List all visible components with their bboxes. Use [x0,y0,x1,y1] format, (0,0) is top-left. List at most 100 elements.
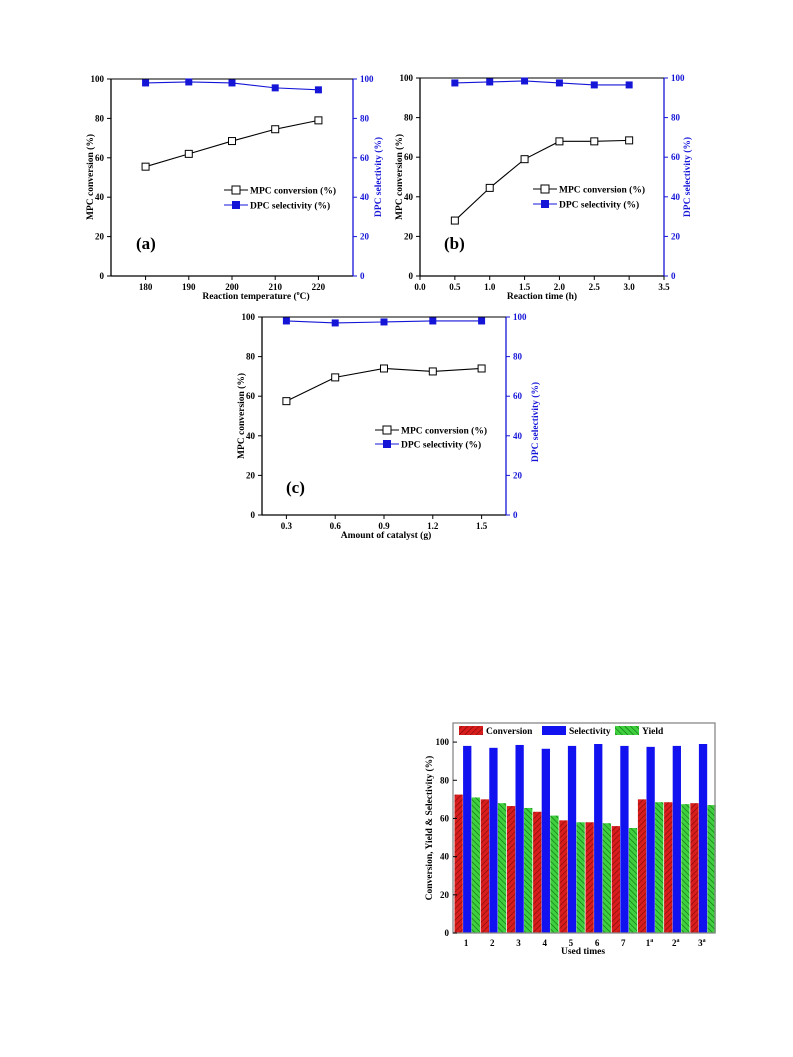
selectivity-line [145,81,319,91]
bar-conversion [637,799,647,933]
x-tick-label: 6 [595,938,600,948]
x-tick-label: 1 [464,938,469,948]
legend-marker-selectivity [232,201,240,209]
y-tick-label: 0 [251,510,256,520]
legend-label-selectivity: DPC selectivity (%) [401,440,481,451]
selectivity-point [142,79,150,87]
y-tick-label: 100 [400,73,414,83]
x-tick-label: 1.5 [476,521,488,531]
y2-axis-label: DPC selectivity (%) [530,382,541,462]
legend-label-conversion: MPC conversion (%) [250,186,336,197]
conversion-line [454,139,630,221]
legend-label-selectivity: DPC selectivity (%) [250,201,330,212]
x-tick-label: 2.5 [589,282,601,292]
bar-yield [628,828,638,933]
y-tick-label: 40 [404,192,414,202]
selectivity-point [555,79,563,87]
bar-yield [655,802,664,933]
conversion-point [228,137,236,146]
bar-conversion [454,794,463,933]
bar-yield [707,805,716,933]
y2-tick-label: 0 [671,271,676,281]
tick-marks [107,78,357,280]
x-tick-label: 210 [268,282,282,292]
panel-label: (a) [136,234,156,253]
y2-tick-label: 80 [671,113,681,123]
y2-axis-label: DPC selectivity (%) [373,137,384,217]
y2-tick-label: 60 [671,152,681,162]
bar-yield [471,797,480,933]
legend-label-selectivity: DPC selectivity (%) [559,200,639,211]
y-tick-label: 0 [100,271,105,281]
bar-conversion [533,811,542,933]
conversion-point [555,137,564,146]
legend: MPC conversion (%) DPC selectivity (%) [224,185,336,212]
legend-label-conversion: MPC conversion (%) [401,426,487,437]
selectivity-point [429,317,437,325]
bar-yield [550,815,559,933]
tick-labels: 1 2 3 4 5 6 7 1a 2a 3a 0 20 40 60 80 100 [436,737,706,948]
x-tick-label: 1.0 [484,282,496,292]
x-tick-label: 3 [516,938,521,948]
y2-tick-label: 60 [360,153,370,163]
y-tick-label: 0 [409,271,414,281]
x-tick-label: 2 [490,938,495,948]
conversion-point [314,116,323,125]
legend-label-conversion: Conversion [486,727,533,737]
bar-selectivity [594,744,603,933]
tick-marks [258,316,510,519]
conversion-point [450,216,459,225]
plot-frame [261,316,507,516]
x-tick-label: 0.6 [330,521,342,531]
x-tick-label: 1.5 [519,282,531,292]
y2-tick-label: 100 [513,312,527,322]
selectivity-point [380,318,388,326]
legend: MPC conversion (%) DPC selectivity (%) [375,425,487,451]
x-tick-label: 4 [542,938,547,948]
bar-layer [454,744,716,933]
y2-tick-label: 100 [360,74,374,84]
bar-selectivity [541,748,550,933]
conversion-point [520,155,529,164]
bar-yield [681,804,690,933]
tick-labels: 0 20 40 60 80 100 0 20 40 60 80 100 0.0 0.5 1.0 1.5 2.0 2… [400,73,686,292]
conversion-line [145,119,319,168]
bar-yield [524,807,533,933]
y-tick-label: 80 [404,113,414,123]
y-axis-label: MPC conversion (%) [236,373,247,459]
series-layer [141,78,323,171]
y2-tick-label: 0 [360,271,365,281]
selectivity-point [271,84,279,92]
y-tick-label: 0 [445,928,450,938]
x-axis-label: Amount of catalyst (g) [341,530,432,541]
selectivity-line [454,80,630,86]
selectivity-point [451,79,459,87]
x-tick-label: 3.5 [658,282,670,292]
y2-tick-label: 20 [671,231,681,241]
y-tick-label: 60 [440,813,450,823]
x-tick-label: 3.0 [624,282,636,292]
y-tick-label: 40 [440,852,450,862]
bar-selectivity [620,745,629,933]
tick-marks [416,77,668,280]
legend-label-yield: Yield [642,727,664,737]
conversion-point [590,137,599,146]
y-tick-label: 80 [440,775,450,785]
bar-conversion [585,822,594,933]
legend: Conversion Selectivity Yield [459,726,664,737]
x-tick-label: 0.0 [414,282,426,292]
x-tick-label: 2a [672,938,680,948]
y-tick-label: 60 [404,152,414,162]
legend-swatch-conversion [459,726,483,735]
bar-conversion [559,820,568,933]
tick-labels: 0 20 40 60 80 100 0 20 40 60 80 100 0.3 0.6 0.9 1.2 1.5 [242,312,528,531]
y-axis-label: Conversion, Yield & Selectivity (%) [424,756,435,901]
x-axis-label: Reaction temperature (oC) [202,291,309,302]
tick-marks [453,741,457,934]
bar-conversion [480,799,489,933]
bar-selectivity [646,746,655,933]
conversion-point [625,136,634,145]
legend-label-selectivity: Selectivity [569,727,611,737]
